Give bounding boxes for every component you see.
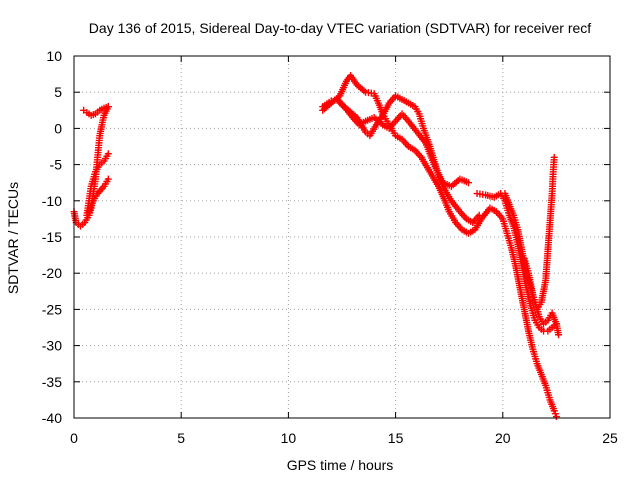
data-point — [550, 153, 558, 161]
series-main-b — [319, 95, 472, 190]
series-early-d — [85, 175, 112, 216]
x-tick-label: 5 — [177, 430, 185, 446]
x-tick-label: 20 — [495, 430, 511, 446]
x-tick-label: 0 — [70, 430, 78, 446]
series-early-b — [80, 103, 112, 119]
data-point — [464, 179, 472, 187]
data-point — [104, 150, 112, 158]
chart-title: Day 136 of 2015, Sidereal Day-to-day VTE… — [89, 20, 591, 36]
data-point — [327, 97, 335, 105]
data-point — [555, 331, 563, 339]
y-tick-label: 10 — [46, 48, 62, 64]
y-tick-label: -40 — [42, 410, 62, 426]
y-tick-label: -10 — [42, 193, 62, 209]
y-tick-label: -30 — [42, 338, 62, 354]
y-tick-label: -15 — [42, 229, 62, 245]
axis-ticks: 0 5 10 15 20 25 10 5 0 -5 -10 -15 -20 -25 -30 -35 -40 — [42, 48, 618, 446]
data-point-interp — [330, 96, 338, 104]
grid — [74, 56, 610, 418]
y-tick-label: -20 — [42, 265, 62, 281]
x-axis-label: GPS time / hours — [287, 457, 394, 473]
y-axis-label: SDTVAR / TECUs — [5, 182, 21, 294]
y-tick-label: -5 — [50, 157, 63, 173]
data-point — [552, 413, 560, 421]
series-late-c — [520, 153, 558, 313]
y-tick-label: 0 — [54, 120, 62, 136]
y-tick-label: 5 — [54, 84, 62, 100]
data-point — [104, 175, 112, 183]
y-tick-label: -35 — [42, 374, 62, 390]
x-tick-label: 15 — [388, 430, 404, 446]
data-point — [104, 103, 112, 111]
y-tick-label: -25 — [42, 301, 62, 317]
series-main-c — [336, 92, 483, 227]
x-tick-label: 25 — [602, 430, 618, 446]
data-point — [475, 211, 483, 219]
data-points — [70, 72, 563, 421]
series-late-b — [501, 190, 563, 339]
x-tick-label: 10 — [281, 430, 297, 446]
